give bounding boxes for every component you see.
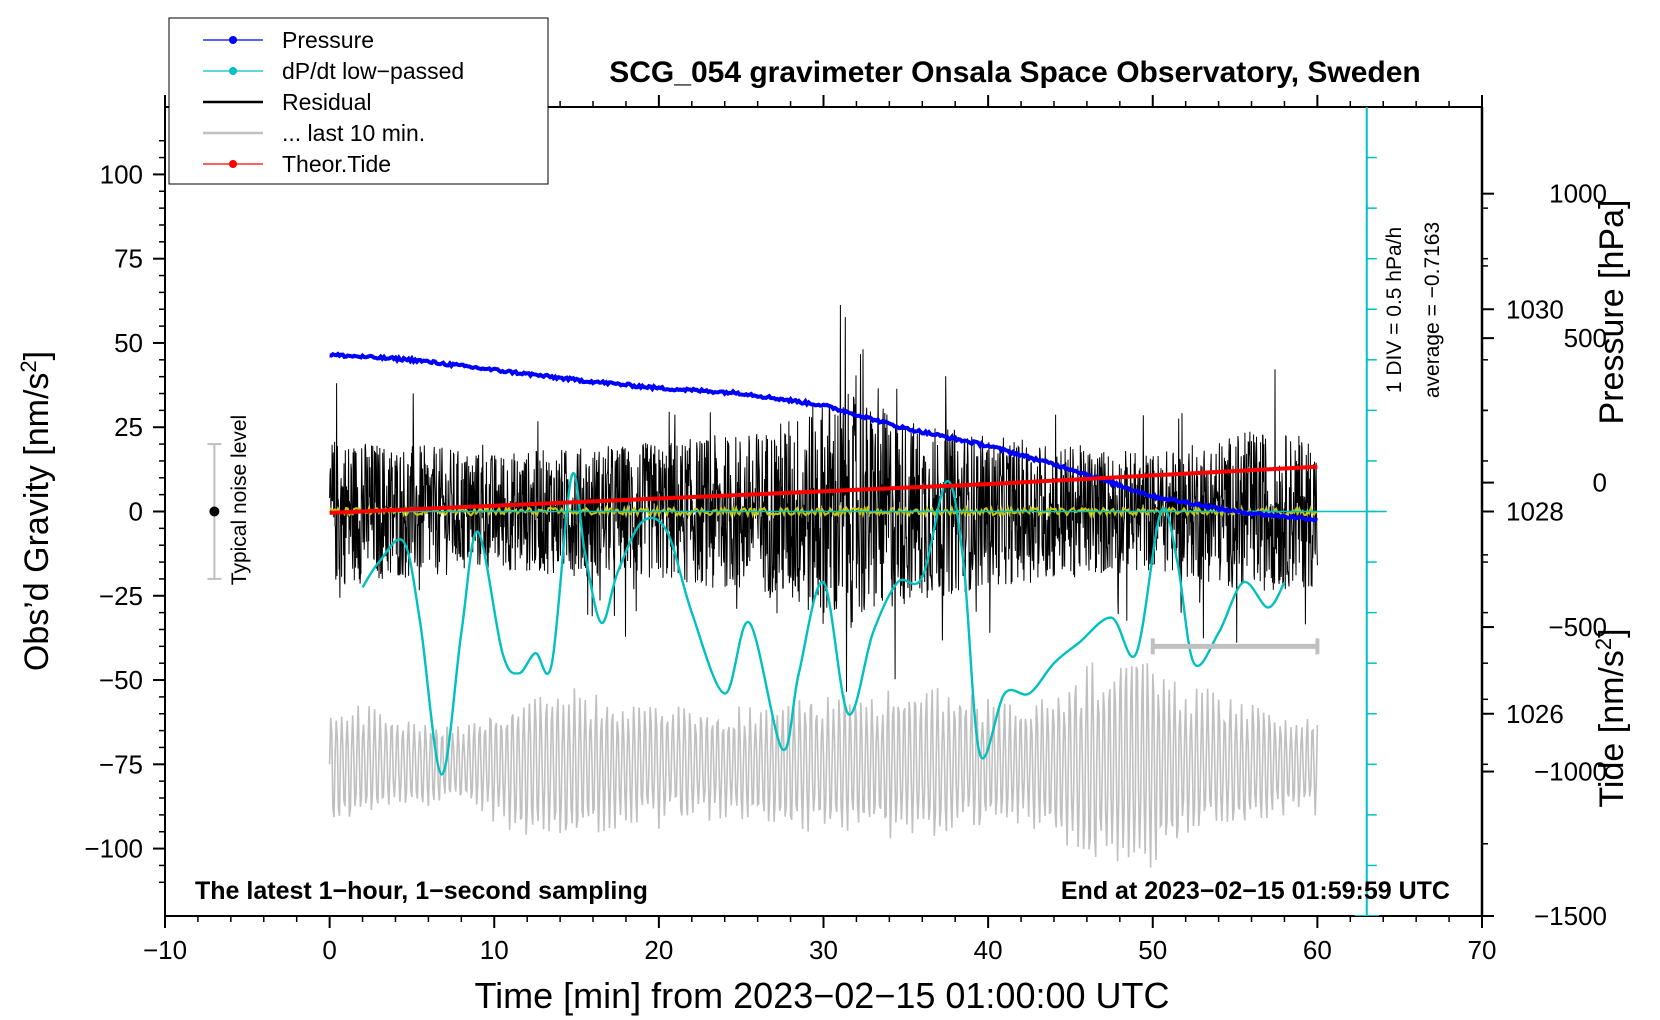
x-tick-label: 70 — [1468, 935, 1497, 965]
series-pressure — [329, 351, 1318, 523]
x-tick-label: 0 — [322, 935, 336, 965]
series-theor-tide-line — [329, 464, 1318, 515]
tide-tick-label: 0 — [1593, 468, 1607, 498]
dpdt-scale-bar — [1354, 107, 1379, 916]
y-axis-pressure: 1030 1028 1026 — [1482, 207, 1564, 766]
y-axis-left-label-main: Obs’d Gravity [nm/s — [18, 373, 56, 672]
y-axis-left-label: Obs’d Gravity [nm/s2] — [16, 351, 57, 671]
legend-entries: Pressure dP/dt low−passed Residual ... last… — [203, 27, 464, 177]
pressure-tick-label: 1028 — [1506, 497, 1564, 527]
y-axis-left-label-sup: 2 — [16, 360, 41, 372]
y-tick-label: 75 — [114, 244, 143, 274]
y-axis-left: 100 75 50 25 0 −25 −50 −75 −100 — [84, 139, 165, 884]
series-last-10-min — [328, 662, 1319, 868]
scale-avg-label: average = −0.7163 — [1421, 222, 1444, 398]
x-tick-label: 50 — [1138, 935, 1167, 965]
pressure-tick-label: 1030 — [1506, 294, 1564, 324]
x-tick-label: 60 — [1303, 935, 1332, 965]
legend-label: dP/dt low−passed — [282, 58, 464, 84]
series-dpdt-line — [361, 471, 1286, 776]
y-tick-label: 100 — [100, 159, 143, 189]
y-tick-label: 50 — [114, 328, 143, 358]
series-theor-tide — [329, 464, 1318, 515]
y-axis-pressure-label: Pressure [hPa] — [1593, 200, 1631, 425]
pressure-tick-label: 1026 — [1506, 699, 1564, 729]
last-10-min-bracket — [1150, 638, 1320, 655]
series-residual — [329, 304, 1318, 692]
y-axis-tide: 1000 500 0 −500 −1000 −1500 — [1482, 179, 1607, 931]
legend: Pressure dP/dt low−passed Residual ... last… — [168, 17, 549, 185]
y-axis-tide-label-end: ] — [1593, 628, 1631, 637]
noise-bar-center — [209, 506, 220, 517]
legend-marker — [229, 160, 237, 168]
series-pressure-line — [329, 351, 1318, 523]
y-tick-label: −75 — [99, 749, 143, 779]
series-dpdt — [361, 471, 1286, 776]
x-axis-label: Time [min] from 2023−02−15 01:00:00 UTC — [474, 975, 1169, 1016]
series-last-10-min-line — [328, 662, 1319, 868]
legend-marker — [229, 36, 237, 44]
y-tick-label: −25 — [99, 581, 143, 611]
tide-tick-label: −1500 — [1534, 901, 1607, 931]
legend-marker — [229, 67, 237, 75]
legend-label: ... last 10 min. — [282, 120, 425, 146]
tide-tick-label: 1000 — [1549, 179, 1607, 209]
y-tick-label: 25 — [114, 412, 143, 442]
y-axis-tide-label: Tide [nm/s2] — [1591, 628, 1632, 807]
x-tick-label: 30 — [809, 935, 838, 965]
noise-level-bar — [207, 443, 222, 580]
noise-label: Typical noise level — [228, 415, 251, 585]
chart-title: SCG_054 gravimeter Onsala Space Observat… — [609, 56, 1421, 89]
tide-tick-label: −500 — [1548, 612, 1607, 642]
y-axis-left-label-end: ] — [18, 351, 56, 360]
annotation-bottom-left: The latest 1−hour, 1−second sampling — [195, 877, 648, 905]
x-tick-label: 40 — [974, 935, 1003, 965]
annotation-bottom-right: End at 2023−02−15 01:59:59 UTC — [1061, 877, 1450, 905]
x-tick-label: 20 — [644, 935, 673, 965]
y-axis-tide-label-main: Tide [nm/s — [1593, 650, 1631, 807]
y-tick-label: 0 — [129, 497, 143, 527]
y-tick-label: −50 — [99, 665, 143, 695]
tide-tick-label: 500 — [1564, 323, 1607, 353]
x-tick-label: 10 — [480, 935, 509, 965]
legend-label: Residual — [282, 89, 372, 115]
scale-div-label: 1 DIV = 0.5 hPa/h — [1383, 227, 1406, 393]
x-tick-label: −10 — [143, 935, 187, 965]
legend-label: Theor.Tide — [282, 151, 391, 177]
series-residual-line — [329, 304, 1318, 692]
tide-tick-label: −1000 — [1534, 757, 1607, 787]
y-tick-label: −100 — [84, 834, 143, 864]
y-axis-tide-label-sup: 2 — [1591, 638, 1616, 650]
legend-label: Pressure — [282, 27, 374, 53]
